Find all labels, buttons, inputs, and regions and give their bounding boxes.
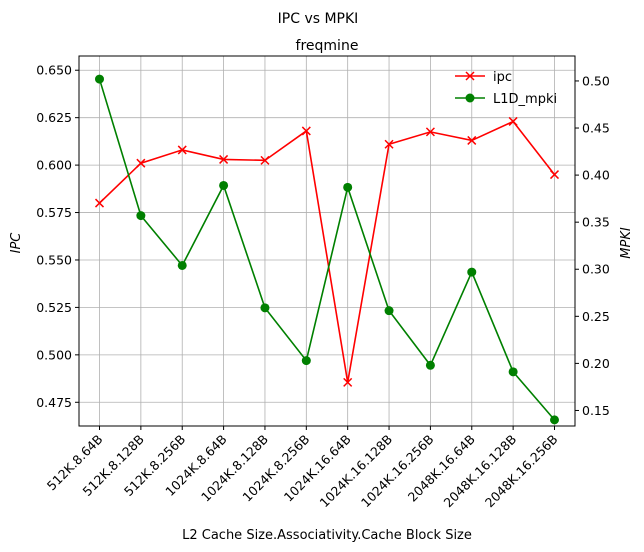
ipc-point-marker: [549, 170, 560, 180]
mpki-point-marker: [550, 415, 559, 425]
right-y-tick-label: 0.15: [582, 403, 610, 418]
legend-mpki-label: L1D_mpki: [493, 92, 557, 107]
right-y-tick-label: 0.20: [582, 356, 610, 371]
mpki-point-marker: [425, 360, 435, 370]
right-y-axis: 0.15 0.20 0.25 0.30 0.35 0.40 0.45 0.50: [575, 73, 610, 418]
mpki-point-marker: [136, 211, 146, 221]
left-y-tick-label: 0.575: [36, 205, 72, 220]
series-line-ipc: [98, 120, 556, 383]
left-y-tick-label: 0.600: [36, 158, 72, 173]
mpki-point-marker: [219, 180, 229, 190]
mpki-point-marker: [301, 356, 311, 366]
right-y-axis-label: MPKI: [619, 227, 634, 259]
left-y-tick-label: 0.525: [36, 300, 72, 315]
right-y-tick-label: 0.40: [582, 168, 610, 183]
grid: [79, 56, 575, 426]
left-y-axis-label: IPC: [9, 232, 24, 254]
ipc-point-marker: [94, 198, 105, 208]
left-y-tick-label: 0.550: [36, 252, 72, 267]
legend-mpki-marker: [465, 93, 475, 103]
x-tick-label: 2048K.16.256B: [482, 432, 561, 511]
plot-frame: [78, 55, 576, 427]
ipc-point-marker: [343, 377, 353, 387]
series-line-mpki: [98, 78, 556, 421]
ipc-point-marker: [301, 126, 311, 136]
ipc-point-marker: [467, 135, 477, 145]
mpki-point-marker: [467, 267, 477, 277]
mpki-point-marker: [384, 306, 394, 316]
ipc-point-marker: [260, 155, 270, 165]
ipc-point-marker: [425, 127, 435, 137]
legend: ipc L1D_mpki: [455, 70, 557, 107]
mpki-point-marker: [343, 182, 353, 192]
right-y-tick-label: 0.30: [582, 262, 610, 277]
left-y-tick-label: 0.475: [36, 395, 72, 410]
chart-suptitle: IPC vs MPKI: [278, 11, 359, 27]
x-axis: 512K.8.64B512K.8.128B512K.8.256B1024K.8.…: [44, 426, 561, 510]
x-tick-label: 2048K.16.128B: [441, 432, 520, 511]
series-layer: [94, 74, 560, 425]
right-y-tick-label: 0.45: [582, 121, 610, 136]
left-y-tick-label: 0.650: [36, 63, 72, 78]
ipc-point-marker: [508, 116, 518, 126]
legend-ipc-label: ipc: [493, 70, 512, 85]
mpki-point-marker: [177, 260, 187, 270]
ipc-point-marker: [219, 154, 229, 164]
legend-ipc-marker: [465, 71, 475, 81]
x-tick-label: 1024K.16.256B: [358, 432, 437, 511]
ipc-point-marker: [177, 145, 187, 155]
left-y-tick-label: 0.625: [36, 110, 72, 125]
chart-title: freqmine: [296, 38, 359, 54]
right-y-tick-label: 0.25: [582, 309, 610, 324]
mpki-point-marker: [508, 367, 518, 377]
mpki-point-marker: [260, 303, 270, 313]
mpki-point-marker: [95, 74, 104, 84]
ipc-point-marker: [384, 139, 394, 149]
left-y-tick-label: 0.500: [36, 347, 72, 362]
x-axis-label: L2 Cache Size.Associativity.Cache Block …: [182, 528, 472, 543]
left-y-axis: 0.475 0.500 0.525 0.550 0.575 0.600 0.625 0.650: [36, 63, 79, 410]
ipc-point-marker: [136, 158, 146, 168]
right-y-tick-label: 0.50: [582, 73, 610, 88]
right-y-tick-label: 0.35: [582, 215, 610, 230]
x-tick-label: 1024K.16.128B: [316, 432, 395, 511]
